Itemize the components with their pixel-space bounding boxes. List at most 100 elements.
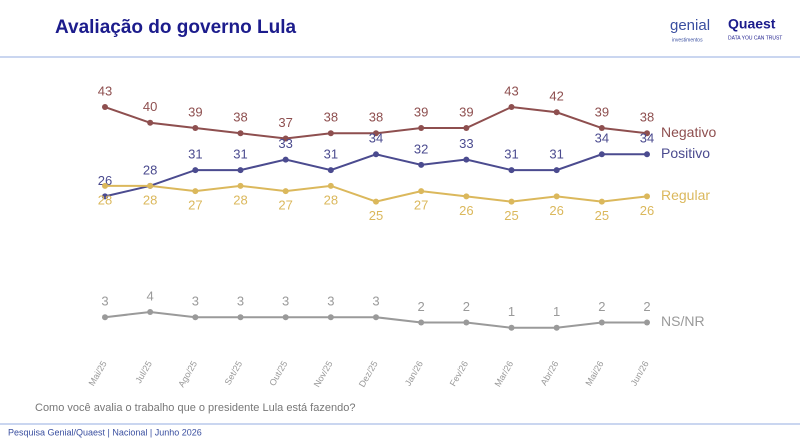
legend-label: Regular bbox=[661, 187, 710, 203]
data-label: 2 bbox=[418, 299, 425, 314]
data-label: 28 bbox=[143, 162, 157, 177]
data-point bbox=[282, 156, 289, 163]
data-label: 3 bbox=[327, 294, 334, 309]
data-point bbox=[373, 314, 379, 321]
data-label: 42 bbox=[549, 89, 563, 104]
data-point bbox=[147, 119, 154, 126]
data-point bbox=[282, 135, 289, 142]
data-label: 4 bbox=[147, 288, 154, 303]
data-label: 3 bbox=[282, 294, 289, 309]
data-label: 39 bbox=[595, 104, 609, 119]
data-point bbox=[147, 308, 154, 315]
data-point bbox=[463, 193, 470, 200]
legend-label: Positivo bbox=[661, 145, 710, 161]
data-point bbox=[373, 151, 379, 158]
data-point bbox=[553, 167, 560, 174]
data-point bbox=[644, 193, 650, 200]
data-label: 2 bbox=[463, 299, 470, 314]
data-point bbox=[508, 198, 515, 205]
data-point bbox=[192, 314, 199, 321]
data-label: 31 bbox=[504, 147, 518, 162]
data-label: 28 bbox=[98, 192, 112, 207]
legend-label: NS/NR bbox=[661, 313, 705, 329]
data-label: 31 bbox=[233, 147, 247, 162]
data-label: 3 bbox=[372, 294, 379, 309]
data-point bbox=[102, 193, 108, 200]
data-label: 3 bbox=[192, 294, 199, 309]
data-point bbox=[192, 167, 199, 174]
data-label: 3 bbox=[237, 294, 244, 309]
data-label: 25 bbox=[504, 208, 518, 223]
data-point bbox=[463, 156, 470, 163]
data-label: 43 bbox=[504, 83, 518, 98]
data-label: 28 bbox=[324, 192, 338, 207]
data-point bbox=[418, 319, 425, 326]
data-point bbox=[553, 324, 560, 331]
source: Pesquisa Genial/Quaest | Nacional | Junh… bbox=[8, 427, 202, 437]
data-label: 43 bbox=[98, 83, 112, 98]
data-point bbox=[102, 104, 108, 111]
data-point bbox=[553, 193, 560, 200]
data-point bbox=[644, 130, 650, 137]
data-point bbox=[237, 314, 244, 321]
data-point bbox=[418, 188, 425, 195]
data-point bbox=[147, 182, 154, 189]
data-point bbox=[508, 104, 515, 111]
data-label: 27 bbox=[414, 198, 428, 213]
data-label: 26 bbox=[98, 173, 112, 188]
data-label: 39 bbox=[414, 104, 428, 119]
data-point bbox=[644, 319, 650, 326]
data-label: 39 bbox=[459, 104, 473, 119]
data-label: 40 bbox=[143, 99, 157, 114]
data-point bbox=[327, 314, 334, 321]
data-point bbox=[508, 167, 515, 174]
data-label: 38 bbox=[233, 110, 247, 125]
data-point bbox=[327, 182, 334, 189]
brand-genial-sub: investimentos bbox=[672, 37, 703, 43]
question: Como você avalia o trabalho que o presid… bbox=[35, 402, 355, 414]
data-label: 32 bbox=[414, 141, 428, 156]
data-point bbox=[463, 125, 470, 132]
data-label: 26 bbox=[459, 203, 473, 218]
data-label: 38 bbox=[369, 110, 383, 125]
data-point bbox=[327, 130, 334, 137]
data-label: 31 bbox=[188, 147, 202, 162]
data-label: 25 bbox=[595, 208, 609, 223]
legend-label: Negativo bbox=[661, 124, 716, 140]
data-point bbox=[598, 198, 605, 205]
data-label: 38 bbox=[324, 110, 338, 125]
data-point bbox=[508, 324, 515, 331]
data-label: 31 bbox=[324, 147, 338, 162]
data-label: 34 bbox=[595, 131, 609, 146]
data-point bbox=[102, 182, 108, 189]
data-label: 28 bbox=[143, 192, 157, 207]
data-point bbox=[192, 188, 199, 195]
data-point bbox=[102, 314, 108, 321]
data-point bbox=[282, 314, 289, 321]
data-label: 34 bbox=[640, 131, 654, 146]
data-label: 34 bbox=[369, 131, 383, 146]
data-label: 1 bbox=[508, 304, 515, 319]
data-label: 25 bbox=[369, 208, 383, 223]
data-point bbox=[598, 151, 605, 158]
data-label: 1 bbox=[553, 304, 560, 319]
data-point bbox=[463, 319, 470, 326]
data-point bbox=[598, 125, 605, 132]
data-point bbox=[237, 167, 244, 174]
data-point bbox=[418, 125, 425, 132]
data-point bbox=[373, 198, 379, 205]
data-label: 27 bbox=[278, 198, 292, 213]
data-label: 33 bbox=[278, 136, 292, 151]
data-label: 26 bbox=[549, 203, 563, 218]
brand-quaest-sub: DATA YOU CAN TRUST bbox=[728, 35, 782, 41]
chart-title: Avaliação do governo Lula bbox=[55, 17, 297, 38]
data-label: 31 bbox=[549, 147, 563, 162]
data-label: 27 bbox=[188, 198, 202, 213]
data-label: 3 bbox=[101, 294, 108, 309]
data-label: 37 bbox=[278, 115, 292, 130]
data-label: 39 bbox=[188, 104, 202, 119]
data-point bbox=[237, 182, 244, 189]
brand-quaest: Quaest bbox=[728, 16, 776, 32]
data-label: 28 bbox=[233, 192, 247, 207]
